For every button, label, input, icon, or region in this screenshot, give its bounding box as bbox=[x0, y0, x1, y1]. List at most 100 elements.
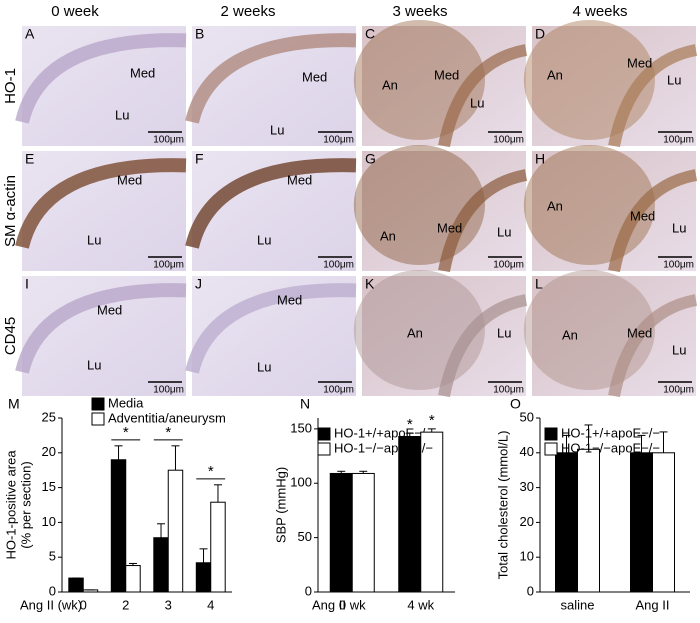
vessel-wall bbox=[185, 158, 357, 249]
panel-letter: H bbox=[535, 151, 545, 167]
x-tick-label: Ang II bbox=[636, 597, 670, 612]
y-tick-label: 0 bbox=[49, 583, 56, 598]
bar bbox=[652, 452, 675, 593]
y-tick-label: 10 bbox=[42, 514, 56, 529]
bar bbox=[195, 562, 212, 593]
legend-label: HO-1−/−apoE−/− bbox=[334, 440, 433, 455]
tissue-label: Med bbox=[437, 220, 462, 235]
tissue-label: Lu bbox=[497, 224, 511, 239]
x-tick-label: 0 wk bbox=[339, 597, 366, 612]
tissue-label: Med bbox=[627, 55, 652, 70]
column-header: 4 weeks bbox=[572, 3, 627, 20]
significance-mark: * bbox=[123, 424, 129, 441]
panel-letter: M bbox=[8, 396, 20, 412]
y-tick-label: 50 bbox=[298, 529, 312, 544]
bar bbox=[167, 469, 184, 593]
y-axis-label: HO-1-positive area bbox=[3, 450, 18, 560]
bar bbox=[577, 448, 600, 593]
y-tick-label: 0 bbox=[305, 583, 312, 598]
vessel-wall bbox=[608, 44, 698, 148]
tissue-label: An bbox=[562, 327, 578, 342]
panel-letter: K bbox=[365, 276, 375, 292]
scale-bar-label: 100μm bbox=[493, 260, 524, 271]
tissue-label: Med bbox=[302, 69, 327, 84]
y-tick-label: 40 bbox=[520, 444, 534, 459]
legend-swatch bbox=[317, 427, 331, 441]
micrograph bbox=[353, 145, 528, 273]
panel-letter: C bbox=[365, 26, 375, 42]
tissue-label: Lu bbox=[470, 95, 484, 110]
micrograph bbox=[15, 26, 187, 146]
micrograph bbox=[15, 276, 187, 396]
x-tick-label: 4 wk bbox=[407, 597, 434, 612]
tissue-label: Med bbox=[97, 302, 122, 317]
row-label: HO-1 bbox=[2, 68, 19, 104]
scale-bar-label: 100μm bbox=[153, 260, 184, 271]
significance-mark: * bbox=[208, 463, 214, 480]
legend-swatch bbox=[91, 397, 105, 411]
panel-letter: L bbox=[535, 276, 543, 292]
scale-bar-label: 100μm bbox=[323, 260, 354, 271]
x-axis-label: Ang II (wk) bbox=[20, 597, 82, 612]
panel-letter: A bbox=[25, 26, 35, 42]
legend-swatch bbox=[317, 442, 331, 456]
tissue-label: Lu bbox=[257, 359, 271, 374]
scale-bar-label: 100μm bbox=[153, 135, 184, 146]
panel-letter: E bbox=[25, 151, 34, 167]
panel-letter: N bbox=[300, 396, 310, 412]
y-tick-label: 5 bbox=[49, 549, 56, 564]
y-tick-label: 20 bbox=[520, 514, 534, 529]
vessel-wall bbox=[608, 169, 698, 273]
column-header: 3 weeks bbox=[392, 3, 447, 20]
tissue-label: Lu bbox=[270, 122, 284, 137]
bar bbox=[153, 537, 169, 593]
legend-label: Media bbox=[108, 395, 144, 410]
x-tick-label: saline bbox=[561, 597, 595, 612]
legend-label: Adventitia/aneurysm bbox=[108, 410, 226, 425]
y-tick-label: 100 bbox=[290, 475, 312, 490]
micrograph bbox=[523, 270, 698, 398]
y-tick-label: 25 bbox=[42, 409, 56, 424]
tissue-label: Lu bbox=[667, 72, 681, 87]
micrograph bbox=[185, 276, 357, 396]
vessel-wall bbox=[185, 283, 357, 374]
legend-label: HO-1−/−apoE−/− bbox=[561, 440, 660, 455]
bar bbox=[630, 452, 653, 593]
tissue-label: Med bbox=[287, 172, 312, 187]
tissue-label: An bbox=[380, 228, 396, 243]
micrograph bbox=[185, 26, 357, 146]
bar bbox=[110, 459, 127, 593]
vessel-wall bbox=[15, 33, 187, 124]
significance-mark: * bbox=[165, 424, 171, 441]
tissue-label: Lu bbox=[672, 220, 686, 235]
bar bbox=[125, 565, 141, 593]
y-axis-label: SBP (mmHg) bbox=[273, 467, 288, 543]
significance-mark: * bbox=[429, 412, 435, 429]
y-tick-label: 15 bbox=[42, 479, 56, 494]
scale-bar-label: 100μm bbox=[663, 385, 694, 396]
panel-letter: G bbox=[365, 151, 376, 167]
tissue-label: Lu bbox=[257, 232, 271, 247]
panel-letter: F bbox=[195, 151, 204, 167]
tissue-label: An bbox=[407, 325, 423, 340]
y-tick-label: 50 bbox=[520, 409, 534, 424]
bar bbox=[210, 501, 226, 593]
legend-swatch bbox=[544, 442, 558, 456]
micrograph bbox=[353, 270, 528, 398]
vessel-wall bbox=[15, 158, 187, 249]
tissue-label: An bbox=[382, 77, 398, 92]
tissue-label: Med bbox=[630, 208, 655, 223]
scale-bar-label: 100μm bbox=[663, 260, 694, 271]
tissue-label: Lu bbox=[87, 232, 101, 247]
y-tick-label: 0 bbox=[527, 583, 534, 598]
vessel-wall bbox=[185, 33, 357, 124]
scale-bar-label: 100μm bbox=[323, 385, 354, 396]
bar bbox=[420, 431, 444, 593]
scale-bar-label: 100μm bbox=[493, 385, 524, 396]
bar bbox=[398, 435, 422, 593]
tissue-label: Lu bbox=[497, 325, 511, 340]
legend-label: HO-1+/+apoE−/− bbox=[561, 425, 660, 440]
micrograph bbox=[353, 20, 528, 148]
row-label: SM α-actin bbox=[2, 175, 19, 247]
